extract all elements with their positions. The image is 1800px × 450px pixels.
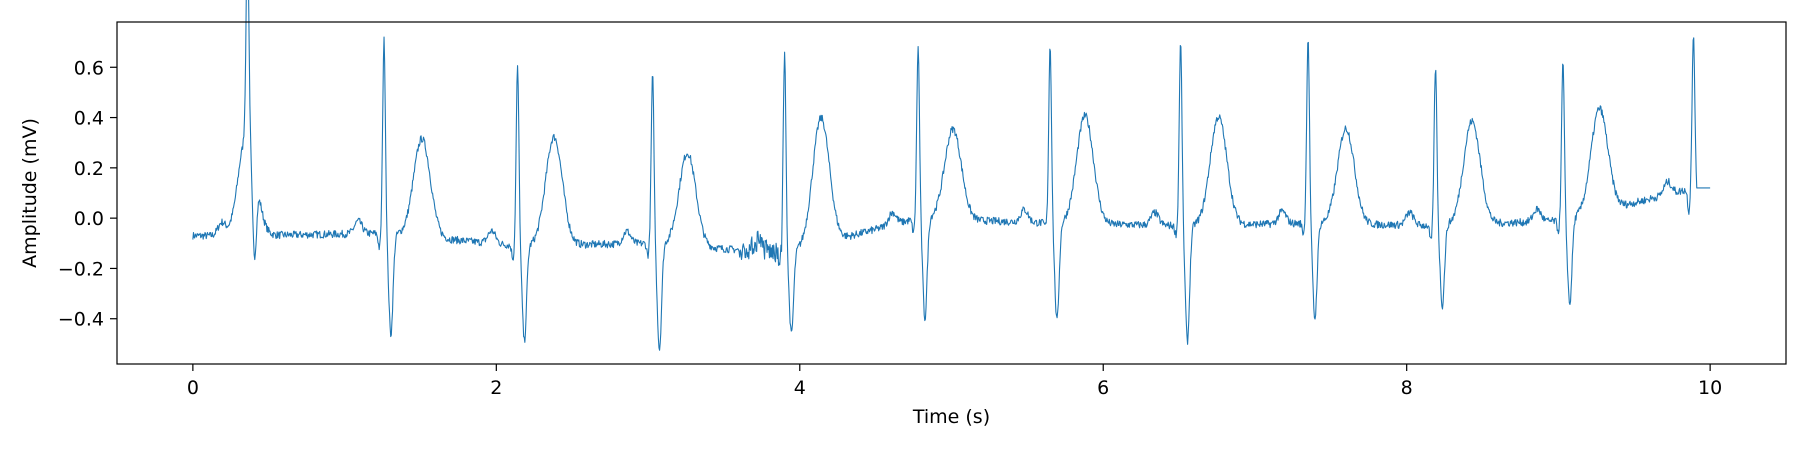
x-tick-label: 2 xyxy=(490,377,502,399)
y-tick-label: 0.0 xyxy=(74,208,104,230)
x-tick-label: 0 xyxy=(187,377,199,399)
x-tick-label: 4 xyxy=(794,377,806,399)
trace-layer xyxy=(192,0,1711,351)
x-axis: 0 2 4 6 8 10 xyxy=(187,364,1722,399)
y-tick-label: 0.4 xyxy=(74,108,104,130)
plot-frame xyxy=(116,21,1787,365)
x-tick-label: 8 xyxy=(1401,377,1413,399)
y-tick-label: 0.2 xyxy=(74,158,104,180)
x-tick-label: 6 xyxy=(1097,377,1109,399)
y-tick-label: −0.2 xyxy=(58,258,104,280)
ecg-trace-line xyxy=(192,0,1711,351)
y-axis: −0.4 −0.2 0.0 0.2 0.4 0.6 xyxy=(58,57,117,331)
x-tick-label: 10 xyxy=(1698,377,1722,399)
x-axis-label: Time (s) xyxy=(912,406,990,428)
y-axis-label: Amplitude (mV) xyxy=(19,118,41,268)
y-tick-label: 0.6 xyxy=(74,57,104,79)
y-tick-label: −0.4 xyxy=(58,309,104,331)
